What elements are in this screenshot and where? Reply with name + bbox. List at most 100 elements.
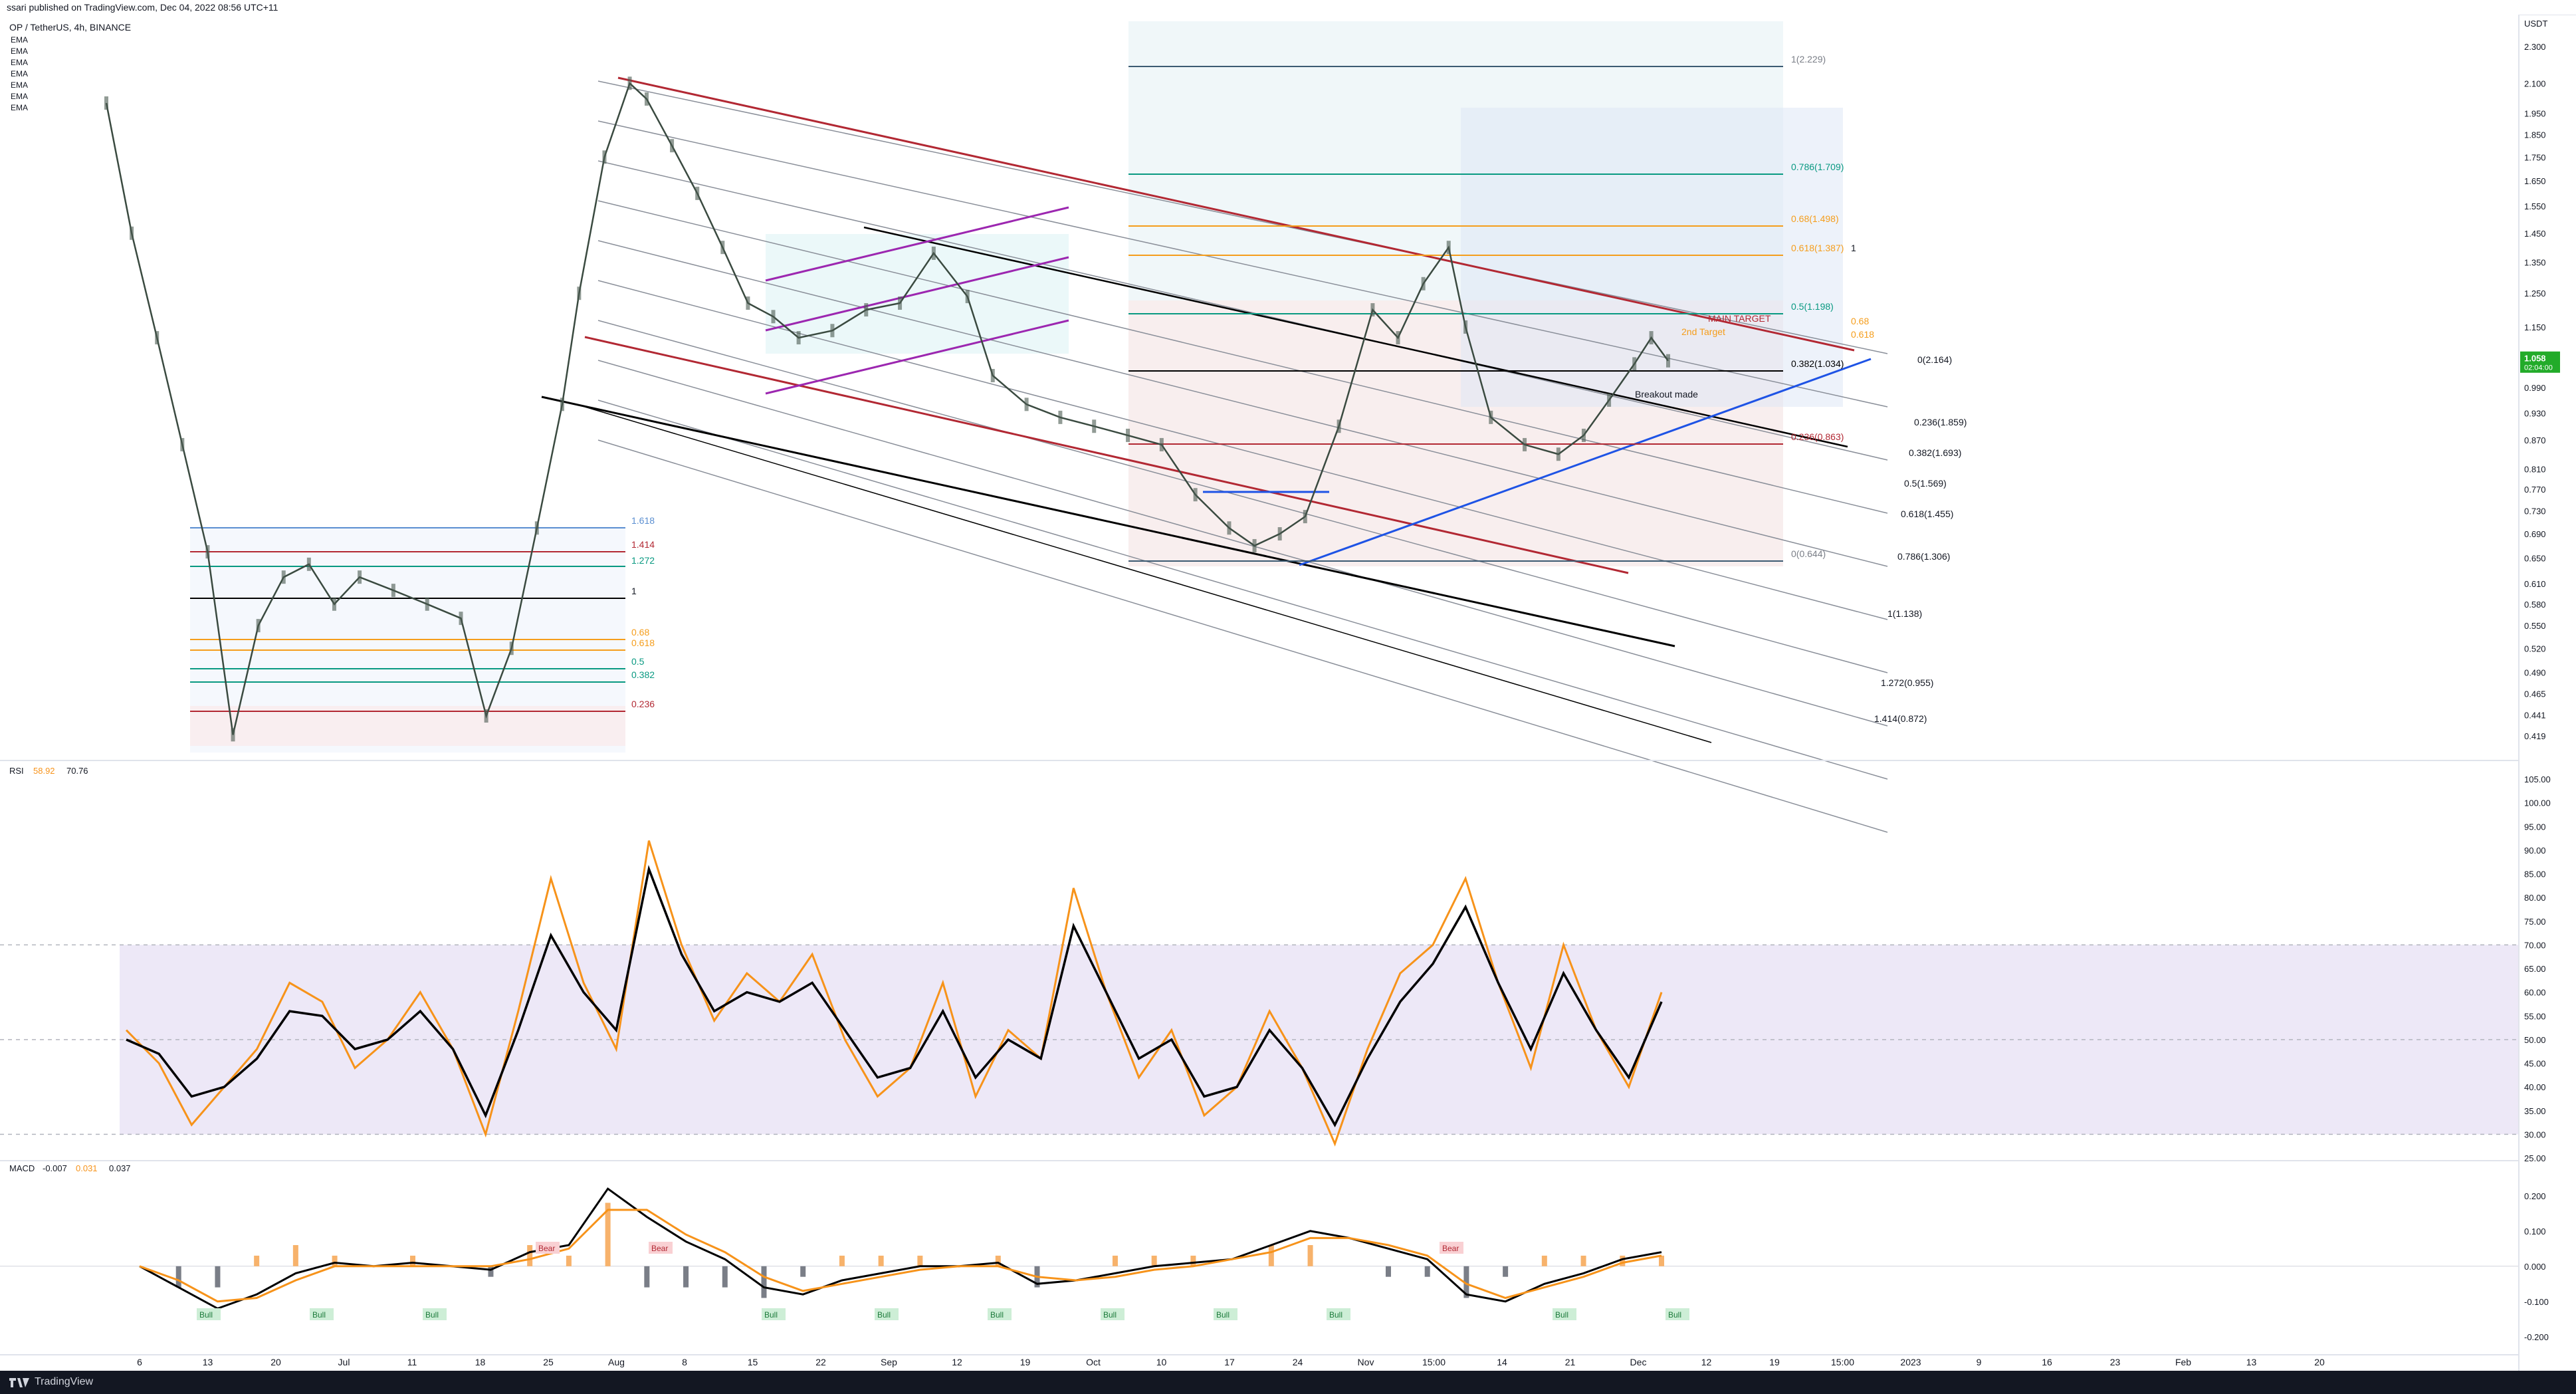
price-countdown: 02:04:00 <box>2524 364 2553 372</box>
price-tick-label: 1.750 <box>2524 152 2546 162</box>
annotation-label: 0.5(1.198) <box>1791 301 1834 312</box>
candle-mark <box>627 76 632 90</box>
macd-histogram-bar <box>292 1245 298 1266</box>
tradingview-logo-icon[interactable] <box>9 1377 29 1387</box>
macd-legend-value: 0.031 <box>76 1163 98 1173</box>
price-tick-label: 0.990 <box>2524 383 2546 393</box>
time-tick-label: 19 <box>1769 1357 1780 1367</box>
price-tick-label: 0.441 <box>2524 711 2546 721</box>
price-tick-label: 1.350 <box>2524 257 2546 267</box>
macd-tick-label: 0.000 <box>2524 1262 2546 1272</box>
annotation-label: Breakout made <box>1635 389 1698 400</box>
macd-histogram-bar <box>332 1255 338 1266</box>
annotation-label: 1.272(0.955) <box>1881 677 1933 688</box>
divergence-badge <box>649 1242 673 1254</box>
candle-mark <box>1370 303 1375 317</box>
candle-mark <box>1303 510 1307 524</box>
macd-legend-value: 0.037 <box>109 1163 131 1173</box>
price-pane[interactable] <box>0 15 2519 753</box>
ema-legend-label: EMA <box>11 103 28 112</box>
macd-histogram-bar <box>1307 1245 1313 1266</box>
candle-mark <box>830 324 835 338</box>
macd-histogram-bar <box>1659 1255 1664 1266</box>
channel-line <box>597 439 1888 833</box>
channel-line <box>597 400 1888 780</box>
divergence-label: Bull <box>1216 1310 1230 1320</box>
annotation-label: 0.786(1.306) <box>1897 551 1950 562</box>
macd-axis[interactable]: 0.200 0.100 0.000 -0.100 -0.200 <box>2524 1191 2549 1342</box>
candle-mark <box>1523 437 1527 451</box>
ema-legend-label: EMA <box>11 47 28 56</box>
rsi-tick-label: 35.00 <box>2524 1106 2546 1116</box>
price-axis[interactable]: USDT 2.300 2.100 1.950 1.850 1.750 1.650 1.550 1… <box>2520 19 2560 741</box>
rsi-legend-value: 58.92 <box>33 766 55 776</box>
rsi-tick-label: 50.00 <box>2524 1035 2546 1045</box>
candle-mark <box>1649 331 1654 345</box>
ema-legend-label: EMA <box>11 58 28 67</box>
divergence-label: Bull <box>1329 1310 1342 1320</box>
macd-tick-label: 0.100 <box>2524 1226 2546 1236</box>
annotation-label: 0.5(1.569) <box>1904 478 1947 489</box>
fib-zone-right <box>1461 108 1843 407</box>
rsi-ma-line <box>126 865 1663 1127</box>
time-tick-label: 21 <box>1565 1357 1576 1367</box>
annotation-label: 0.68 <box>631 627 649 638</box>
macd-line <box>139 1187 1662 1310</box>
macd-histogram-bar <box>1580 1255 1586 1266</box>
time-tick-label: 17 <box>1224 1357 1235 1367</box>
price-axis-unit: USDT <box>2524 19 2547 29</box>
time-axis[interactable]: 6 13 20 Jul 11 18 25 Aug 8 15 22 Sep 12 19 Oct 10 17 24 No… <box>137 1357 2325 1367</box>
annotation-label: 0.68(1.498) <box>1791 213 1839 224</box>
divergence-badge <box>1327 1308 1350 1320</box>
fib-zone-left-red <box>190 706 625 746</box>
macd-histogram-bar <box>527 1245 533 1266</box>
annotation-label: 2nd Target <box>1681 326 1725 337</box>
macd-histogram-bar <box>1268 1245 1274 1266</box>
channel-line <box>597 120 1888 407</box>
candle-mark <box>1607 393 1612 407</box>
macd-histogram-bar <box>1541 1255 1547 1266</box>
footer-brand[interactable]: TradingView <box>35 1376 94 1387</box>
rsi-tick-label: 40.00 <box>2524 1082 2546 1092</box>
channel-line <box>597 160 1888 461</box>
macd-histogram-bar <box>410 1255 416 1266</box>
divergence-label: Bull <box>1668 1310 1681 1320</box>
macd-histogram-bar <box>566 1255 572 1266</box>
divergence-badge <box>197 1308 221 1320</box>
divergence-label: Bull <box>199 1310 213 1320</box>
channel-upper-red <box>617 76 1855 352</box>
candle-mark <box>1421 277 1426 290</box>
chart-canvas[interactable]: USDT 2.300 2.100 1.950 1.850 1.750 1.650 1.550 1… <box>0 15 2576 1371</box>
macd-histogram-bar <box>1112 1255 1118 1266</box>
time-tick-label: 22 <box>815 1357 826 1367</box>
time-tick-label: 12 <box>952 1357 962 1367</box>
annotation-label: 1(1.138) <box>1887 608 1922 619</box>
macd-histogram-bar <box>175 1266 181 1288</box>
candle-mark <box>1159 437 1164 451</box>
price-tick-label: 0.870 <box>2524 435 2546 445</box>
channel-line <box>597 200 1888 514</box>
rsi-pane[interactable] <box>0 760 2519 1135</box>
candle-mark <box>1252 538 1257 552</box>
candle-mark <box>155 331 160 345</box>
annotation-label: 0.236(1.859) <box>1914 417 1967 427</box>
candle-mark <box>130 226 134 240</box>
divergence-badge <box>423 1308 447 1320</box>
candle-mark <box>771 310 776 324</box>
time-tick-label: 15 <box>748 1357 758 1367</box>
footer-bar: TradingView <box>0 1371 2576 1394</box>
time-tick-label: 24 <box>1293 1357 1303 1367</box>
macd-series-layer: Bull Bull Bull Bear Bear Bull Bull Bull Bull Bull… <box>0 1187 2519 1320</box>
channel-line <box>597 240 1888 567</box>
drawing-overlays[interactable] <box>190 66 1888 833</box>
price-tick-label: 1.550 <box>2524 201 2546 211</box>
candle-mark <box>990 369 995 383</box>
candle-mark <box>1632 357 1637 371</box>
rsi-tick-label: 80.00 <box>2524 893 2546 903</box>
divergence-badge <box>1214 1308 1237 1320</box>
macd-histogram-bar <box>1385 1266 1391 1277</box>
price-tick-label: 0.930 <box>2524 408 2546 418</box>
rsi-axis[interactable]: 105.00 100.00 95.00 90.00 85.00 80.00 75.00 70.… <box>2524 774 2551 1163</box>
price-tick-label: 0.580 <box>2524 600 2546 610</box>
divergence-badge <box>762 1308 786 1320</box>
